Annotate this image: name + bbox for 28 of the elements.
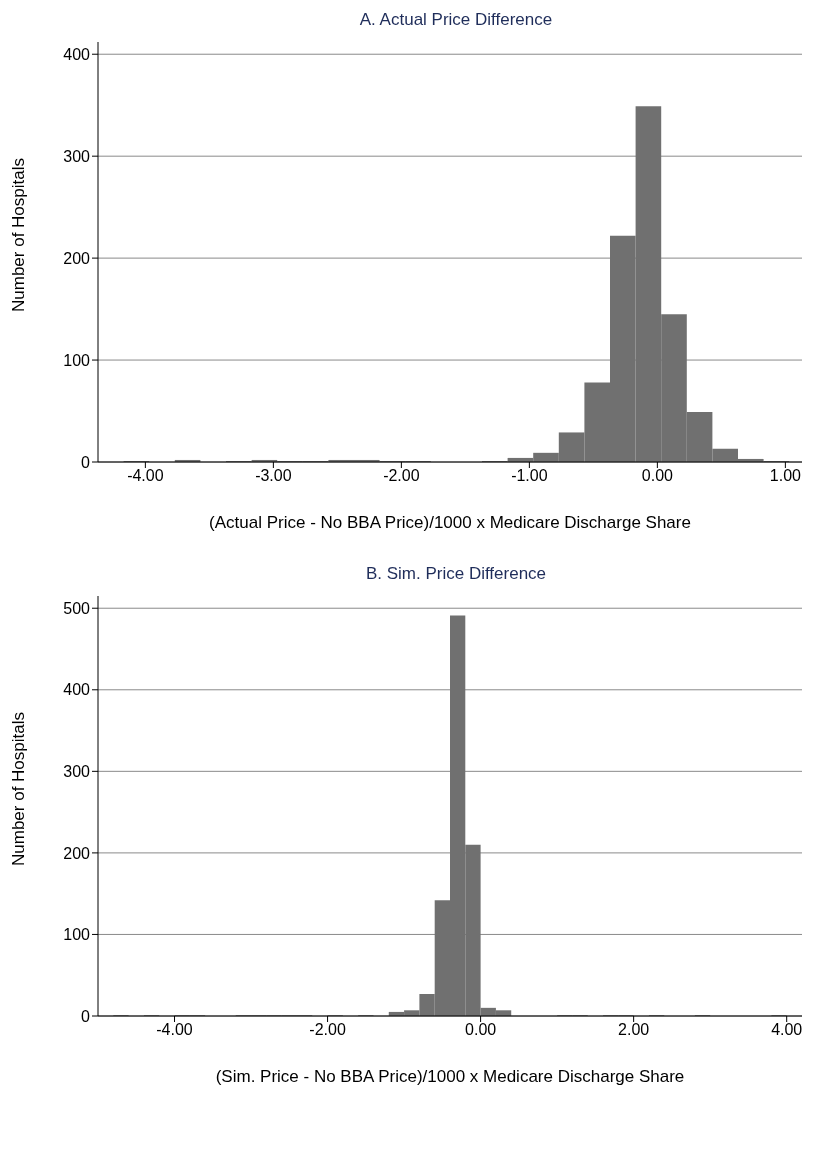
y-tick-label: 200 [63,249,91,267]
x-tick-label: -2.00 [383,467,420,485]
x-tick-label: -4.00 [127,467,164,485]
y-tick-label: 200 [63,844,91,862]
y-tick-label: 300 [63,147,91,165]
x-tick-label: 2.00 [618,1021,650,1039]
x-axis-title: (Sim. Price - No BBA Price)/1000 x Medicare Discharge Share [215,1067,685,1086]
y-tick-label: 100 [63,926,91,944]
x-tick-label: -3.00 [255,467,292,485]
chart-title: A. Actual Price Difference [358,9,554,31]
x-tick-label: -4.00 [156,1021,193,1039]
x-tick-label: -1.00 [511,467,548,485]
x-tick-label: 0.00 [641,467,674,485]
x-tick-label: -2.00 [309,1021,346,1039]
y-tick-label: 400 [63,45,91,63]
chart-title: B. Sim. Price Difference [364,563,548,585]
y-tick-label: 0 [81,1007,91,1025]
y-axis-title: Number of Hospitals [9,157,29,312]
x-tick-label: 4.00 [771,1021,803,1039]
x-tick-label: 1.00 [769,467,802,485]
x-axis-title: (Actual Price - No BBA Price)/1000 x Medicare Discharge Share [209,513,691,532]
y-tick-label: 300 [63,763,91,781]
y-tick-label: 400 [63,681,91,699]
y-tick-label: 0 [81,453,91,471]
y-axis-title: Number of Hospitals [9,711,29,866]
y-tick-label: 500 [63,599,91,617]
y-tick-label: 100 [63,351,91,369]
x-tick-label: 0.00 [465,1021,497,1039]
